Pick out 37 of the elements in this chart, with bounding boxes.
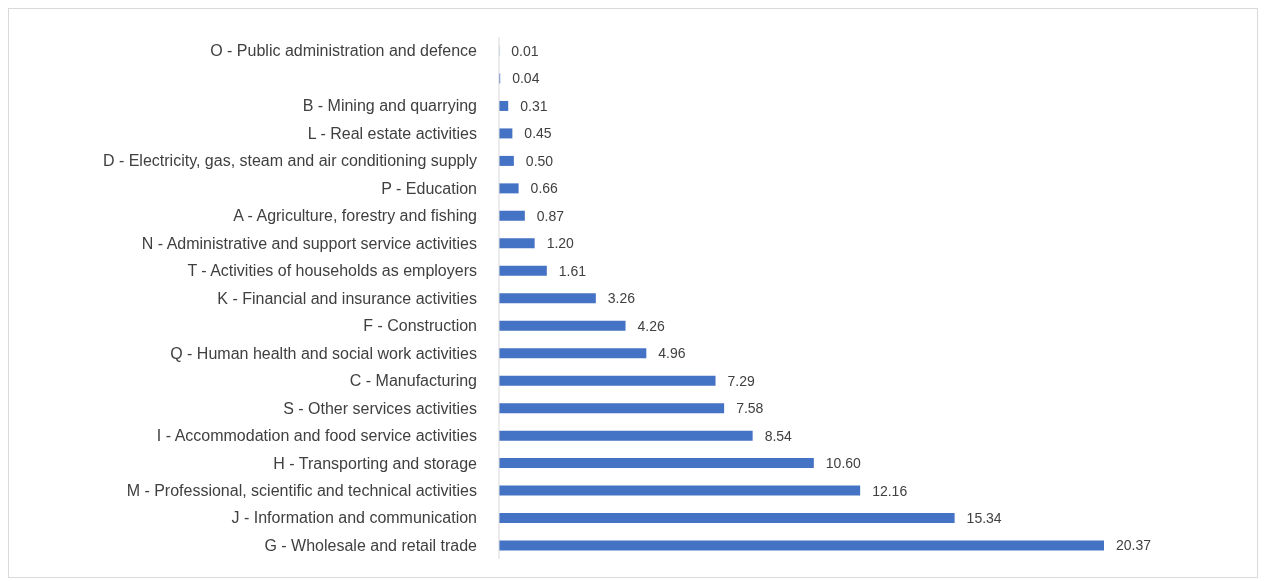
y-tick-label: H - Transporting and storage <box>273 454 478 472</box>
y-tick-label: D - Electricity, gas, steam and air conditioning supply <box>102 152 477 170</box>
data-label: 4.26 <box>637 317 665 334</box>
data-label: 0.87 <box>536 207 565 224</box>
y-tick-label: M - Professional, scientific and technical activities <box>126 482 477 499</box>
y-tick-label: O - Public administration and defence <box>210 42 478 60</box>
y-tick-label: P - Education <box>381 179 477 197</box>
data-label: 0.50 <box>525 152 554 169</box>
data-label: 12.16 <box>872 482 908 499</box>
data-label: 1.20 <box>546 235 575 252</box>
y-tick-label: Q - Human health and social work activities <box>170 344 477 362</box>
y-tick-label: L - Real estate activities <box>307 124 477 142</box>
y-tick-label: G - Wholesale and retail trade <box>264 536 478 554</box>
data-label: 7.58 <box>736 400 764 417</box>
y-tick-label: J - Information and communication <box>231 509 477 527</box>
data-label: 0.45 <box>524 125 552 142</box>
data-label: 15.34 <box>966 510 1002 527</box>
data-label: 8.54 <box>764 427 793 444</box>
y-tick-label: A - Agriculture, forestry and fishing <box>233 207 477 225</box>
data-label: 0.04 <box>512 70 540 87</box>
y-tick-label: K - Financial and insurance activities <box>217 289 477 307</box>
y-tick-label: S - Other services activities <box>283 399 477 417</box>
data-label: 20.37 <box>1116 537 1152 554</box>
y-tick-label: I - Accommodation and food service activities <box>156 427 477 445</box>
data-label: 7.29 <box>727 372 755 389</box>
data-label: 4.96 <box>658 345 686 362</box>
y-tick-label: F - Construction <box>363 317 477 335</box>
y-tick-label: B - Mining and quarrying <box>302 97 477 115</box>
data-label: 1.61 <box>558 262 587 279</box>
data-label: 0.66 <box>530 180 559 197</box>
data-label: 10.60 <box>825 455 862 472</box>
y-tick-label: N - Administrative and support service activities <box>141 234 477 252</box>
y-tick-label: T - Activities of households as employers <box>187 262 477 280</box>
y-tick-label: C - Manufacturing <box>349 372 477 390</box>
data-label: 0.01 <box>511 42 539 59</box>
data-label: 0.31 <box>520 97 548 114</box>
data-label: 3.26 <box>607 290 636 307</box>
